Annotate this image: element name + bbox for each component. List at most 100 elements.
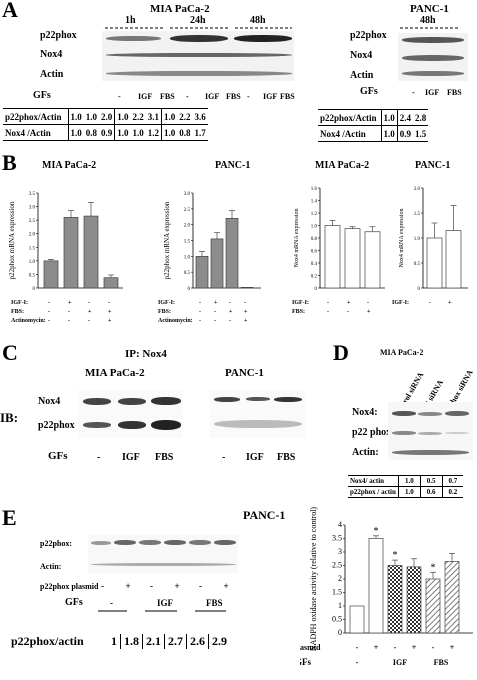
- b3-sign: -: [327, 309, 329, 315]
- a-time-1h: 1h: [125, 15, 136, 26]
- y-tick-label: 1.5: [414, 212, 421, 217]
- panel-label-b: B: [2, 150, 17, 175]
- e-plasmid-sign: -: [199, 581, 202, 591]
- e-chart-plasmid-sign: -: [356, 643, 359, 652]
- c-gf-1: -: [97, 452, 101, 463]
- b1-sign: +: [108, 318, 112, 324]
- b2-act-label: Actinomycin:: [158, 318, 193, 324]
- d-row-p22: p22 phox:: [352, 427, 395, 438]
- y-axis-label: p22phox mRNA expression: [163, 201, 171, 279]
- b2-sign: +: [229, 309, 233, 315]
- y-tick-label: 2.0: [184, 224, 191, 229]
- a-nox-ratio-label: Nox4 /Actin: [3, 124, 69, 141]
- a-gfs-label: GFs: [33, 90, 51, 101]
- e-gf-underlines: [98, 610, 226, 612]
- y-tick-label: 0: [338, 628, 342, 637]
- c-row-p22phox: p22phox: [38, 420, 75, 431]
- y-tick-label: 1.5: [332, 588, 342, 597]
- b2-sign: +: [244, 309, 248, 315]
- b1-sign: -: [68, 309, 70, 315]
- y-tick-label: 3.0: [184, 192, 191, 197]
- e-ratio-value: 2.6: [187, 634, 209, 649]
- y-tick-label: 0: [315, 287, 318, 292]
- e-plasmid-sign: +: [125, 581, 131, 591]
- c-ib-label: IB:: [0, 410, 19, 425]
- e-chart-plasmid-sign: -: [394, 643, 397, 652]
- b1-sign: -: [68, 318, 70, 324]
- b3-title: MIA PaCa-2: [315, 160, 370, 171]
- b3-sign: -: [367, 300, 369, 306]
- e-plasmid-sign: -: [101, 581, 104, 591]
- a-gf-6: FBS: [226, 92, 241, 101]
- chart-b3: 0 0.2 0.4 0.6 0.8 1.0 1.2 1.4 1.6 Nox4 mRNA expre…: [294, 187, 385, 292]
- y-tick-label: 0.6: [311, 250, 318, 255]
- y-tick-label: 0: [33, 287, 36, 292]
- b3-sign: -: [327, 300, 329, 306]
- y-tick-label: 0.4: [311, 262, 318, 267]
- b2-sign: -: [214, 318, 216, 324]
- b1-sign: -: [48, 309, 50, 315]
- d-title: MIA PaCa-2: [380, 348, 424, 357]
- a-mia-blot: [102, 31, 294, 81]
- bar: [195, 255, 209, 289]
- a-gf-3: FBS: [160, 92, 175, 101]
- a-gf-5: IGF: [205, 92, 220, 101]
- e-row-p22: p22phox:: [40, 539, 73, 548]
- c-mia-title: MIA PaCa-2: [85, 367, 145, 379]
- e-chart-plasmid-sign: -: [432, 643, 435, 652]
- b1-igf-label: IGF-I:: [11, 300, 28, 306]
- y-tick-label: 3.5: [332, 534, 342, 543]
- b2-sign: -: [229, 300, 231, 306]
- y-tick-label: 2.0: [29, 233, 36, 238]
- a-panc-gfs-label: GFs: [360, 86, 378, 97]
- y-tick-label: 3.0: [29, 206, 36, 211]
- y-axis-label: NADPH oxidase activity (relative to cont…: [309, 507, 318, 652]
- b2-sign: -: [199, 309, 201, 315]
- significance-star: *: [431, 562, 436, 573]
- y-tick-label: 1.6: [311, 187, 318, 192]
- bar: [43, 260, 59, 289]
- y-tick-label: 0.5: [184, 271, 191, 276]
- bar: [445, 230, 462, 289]
- b1-sign: -: [48, 318, 50, 324]
- y-tick-label: 1.0: [184, 255, 191, 260]
- bar: [324, 225, 341, 289]
- bar: [240, 287, 254, 289]
- a-panc-time: 48h: [420, 15, 436, 26]
- e-ratio-value: 1: [108, 634, 121, 649]
- b4-sign: +: [448, 300, 452, 306]
- e-gf-2: IGF: [157, 598, 174, 608]
- y-tick-label: 2: [338, 574, 342, 583]
- y-tick-label: 1: [338, 601, 342, 610]
- bar: [103, 277, 119, 289]
- panel-label-a: A: [2, 0, 18, 22]
- e-chart-plasmid-label: p22phox plasmid: [300, 643, 321, 652]
- b2-fbs-label: FBS:: [158, 309, 172, 315]
- e-chart-gf-label: IGF: [393, 658, 407, 667]
- a-panc-title: PANC-1: [410, 3, 449, 15]
- a-row-nox4: Nox4: [40, 49, 63, 60]
- bar: [444, 561, 460, 634]
- c-gf-5: IGF: [246, 452, 264, 463]
- y-tick-label: 0.5: [332, 615, 342, 624]
- y-axis-label: Nox4 mRNA expression: [399, 209, 405, 268]
- c-gf-6: FBS: [277, 452, 296, 463]
- panel-label-e: E: [2, 505, 17, 530]
- y-tick-label: 4: [338, 520, 342, 529]
- c-row-nox4: Nox4: [38, 396, 61, 407]
- a-panc-blot: [398, 33, 468, 81]
- b2-sign: +: [214, 300, 218, 306]
- b1-sign: -: [48, 300, 50, 306]
- e-ratio-value: 1.8: [121, 634, 143, 649]
- bar: [344, 228, 361, 289]
- e-chart-gf-label: -: [356, 658, 359, 667]
- b3-sign: -: [347, 309, 349, 315]
- bar: [349, 605, 365, 634]
- a-panc-gf-3: FBS: [447, 88, 462, 97]
- y-tick-label: 0.8: [311, 237, 318, 242]
- b2-title: PANC-1: [215, 160, 251, 171]
- a-ratio-label: p22phox/Actin: [3, 108, 69, 125]
- c-panc-title: PANC-1: [225, 367, 264, 379]
- b1-title: MIA PaCa-2: [42, 160, 97, 171]
- e-plasmid-label: p22phox plasmid: [40, 582, 99, 591]
